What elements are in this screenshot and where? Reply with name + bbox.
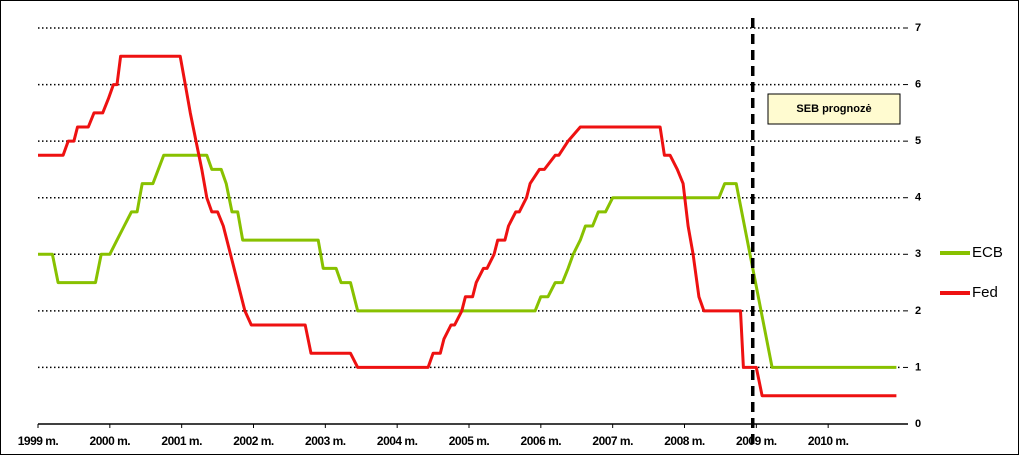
y-tick-label: 4	[915, 192, 922, 204]
y-tick-label: 0	[915, 418, 921, 430]
x-tick-label: 2010 m.	[808, 434, 849, 448]
y-tick-label: 6	[915, 78, 921, 90]
x-tick-label: 2002 m.	[233, 434, 274, 448]
x-tick-label: 2008 m.	[664, 434, 705, 448]
x-tick-label: 2003 m.	[305, 434, 346, 448]
x-tick-label: 2006 m.	[521, 434, 562, 448]
x-tick-label: 2000 m.	[90, 434, 131, 448]
y-tick-label: 5	[915, 135, 921, 147]
x-tick-label: 2009 m.	[736, 434, 777, 448]
y-tick-label: 7	[915, 22, 921, 34]
y-tick-label: 3	[915, 248, 921, 260]
series-line	[38, 153, 897, 369]
y-tick-label: 2	[915, 305, 921, 317]
legend-label: Fed	[972, 284, 998, 301]
y-tick-label: 1	[915, 361, 921, 373]
x-tick-label: 2007 m.	[592, 434, 633, 448]
x-tick-label: 2004 m.	[377, 434, 418, 448]
x-tick-label: 1999 m.	[18, 434, 59, 448]
annotation: SEB prognozė	[796, 103, 871, 115]
legend-label: ECB	[972, 244, 1003, 261]
x-tick-label: 2001 m.	[161, 434, 202, 448]
x-tick-label: 2005 m.	[449, 434, 490, 448]
annotation-box	[767, 93, 901, 125]
series-line	[38, 54, 897, 398]
